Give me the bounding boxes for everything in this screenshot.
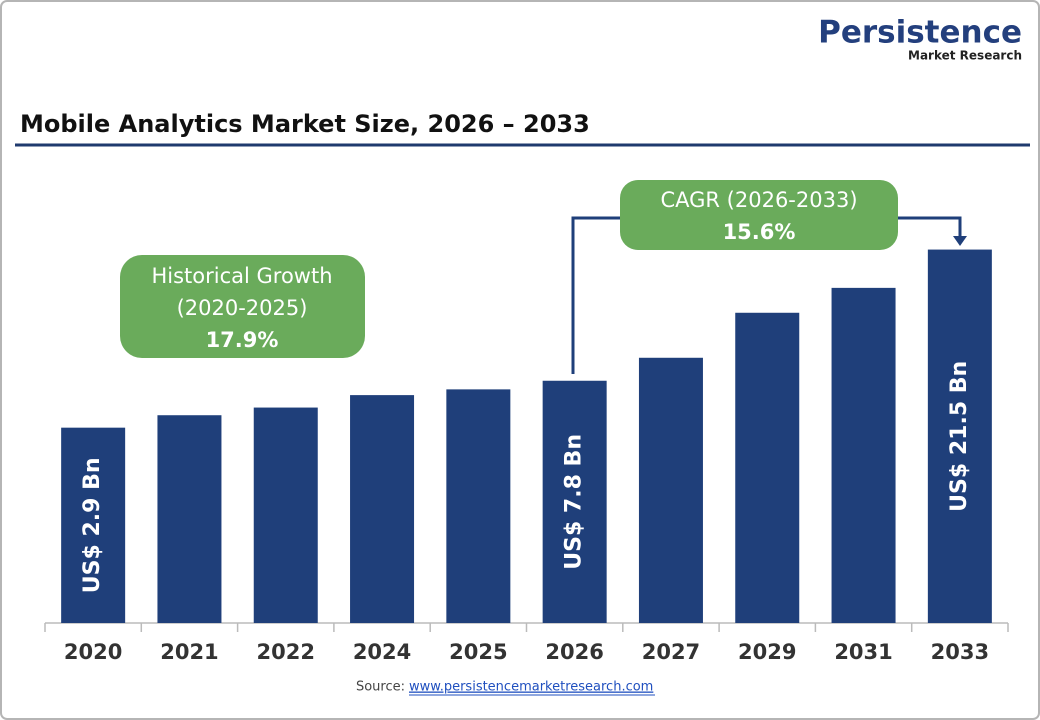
x-tick-label: 2024 (353, 640, 411, 664)
annotation-text: (2020-2025) (177, 296, 308, 320)
x-tick-label: 2029 (738, 640, 796, 664)
bar (735, 312, 800, 623)
source-label: Source: (356, 680, 405, 695)
annotation-text: Historical Growth (151, 264, 332, 288)
x-tick-label: 2020 (64, 640, 122, 664)
annotation-text: CAGR (2026-2033) (660, 188, 857, 212)
bar (831, 287, 896, 623)
value-label: US$ 21.5 Bn (947, 361, 972, 512)
value-label: US$ 7.8 Bn (562, 434, 587, 570)
value-label: US$ 2.9 Bn (80, 457, 105, 593)
x-tick-label: 2022 (257, 640, 315, 664)
x-tick-label: 2031 (834, 640, 892, 664)
x-tick-label: 2026 (545, 640, 603, 664)
bar (927, 249, 992, 623)
cagr-box (620, 180, 898, 250)
logo-tagline: Market Research (908, 49, 1022, 63)
annotation-value: 15.6% (723, 220, 796, 244)
bar (638, 357, 703, 623)
source-link[interactable]: www.persistencemarketresearch.com (409, 680, 653, 695)
logo-name: Persistence (818, 15, 1022, 51)
chart-title: Mobile Analytics Market Size, 2026 – 203… (20, 110, 590, 138)
x-tick-label: 2027 (642, 640, 700, 664)
historical-box (120, 255, 365, 358)
x-tick-label: 2033 (931, 640, 989, 664)
bar (253, 407, 318, 623)
x-tick-label: 2021 (160, 640, 218, 664)
bar (61, 427, 126, 623)
bar (542, 380, 607, 623)
arrow-head (953, 236, 967, 246)
bar (446, 389, 511, 623)
bar (350, 395, 415, 623)
annotation-value: 17.9% (206, 328, 279, 352)
x-tick-label: 2025 (449, 640, 507, 664)
bar (157, 415, 222, 623)
